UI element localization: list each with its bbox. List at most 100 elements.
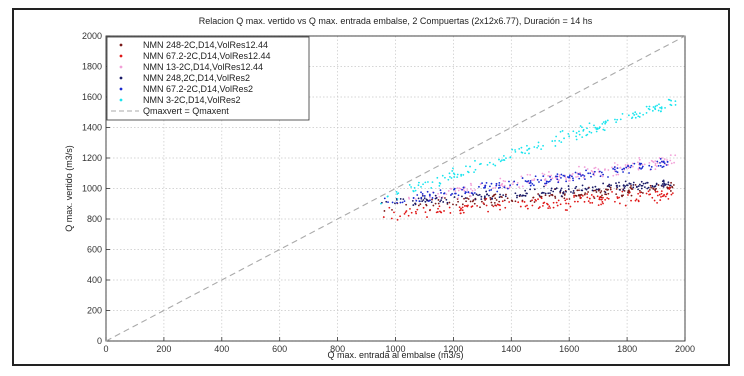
series-5-point bbox=[413, 186, 416, 189]
x-tick-label: 200 bbox=[156, 344, 171, 354]
series-4-point bbox=[426, 190, 429, 193]
series-2-point bbox=[611, 166, 613, 169]
series-0-point bbox=[609, 188, 612, 191]
legend-marker bbox=[119, 65, 123, 69]
series-3-point bbox=[594, 185, 597, 188]
series-3-point bbox=[615, 184, 618, 187]
series-1-point bbox=[547, 207, 550, 210]
series-2-point bbox=[449, 187, 452, 190]
series-0-point bbox=[599, 191, 602, 194]
series-4-point bbox=[540, 179, 543, 182]
series-2-point bbox=[499, 177, 502, 180]
series-2-point bbox=[643, 163, 646, 166]
series-1-point bbox=[587, 200, 590, 203]
series-0-point bbox=[598, 189, 600, 192]
series-2-point bbox=[564, 176, 567, 179]
series-2-point bbox=[641, 163, 644, 166]
series-1-point bbox=[404, 211, 407, 214]
series-3-point bbox=[549, 192, 551, 195]
series-1-point bbox=[540, 197, 543, 200]
series-2-point bbox=[504, 180, 507, 183]
series-4-point bbox=[623, 167, 626, 170]
series-2-point bbox=[503, 184, 506, 187]
series-0-point bbox=[638, 189, 641, 192]
series-2-point bbox=[466, 189, 469, 191]
series-5-point bbox=[586, 133, 589, 136]
series-4-point bbox=[549, 175, 551, 178]
series-5-point bbox=[668, 99, 671, 101]
series-2-point bbox=[590, 169, 593, 172]
y-tick-label: 800 bbox=[87, 214, 102, 224]
series-0-point bbox=[655, 187, 657, 190]
series-5-point bbox=[452, 172, 455, 175]
series-1-point bbox=[531, 199, 533, 202]
series-5-point bbox=[654, 105, 657, 108]
series-0-point bbox=[417, 204, 420, 207]
series-4-point bbox=[416, 194, 419, 196]
series-5-point bbox=[586, 127, 588, 130]
series-3-point bbox=[502, 194, 505, 196]
series-2-point bbox=[632, 165, 634, 168]
series-3-point bbox=[485, 190, 488, 193]
series-2-point bbox=[544, 179, 547, 182]
series-5-point bbox=[397, 192, 400, 195]
series-4-point bbox=[659, 158, 662, 160]
series-4-point bbox=[560, 176, 562, 179]
series-2-point bbox=[612, 174, 615, 177]
x-tick-label: 0 bbox=[103, 344, 108, 354]
series-1-point bbox=[461, 209, 464, 212]
series-3-point bbox=[574, 187, 577, 190]
series-5-point bbox=[486, 163, 489, 166]
series-4-point bbox=[542, 175, 545, 178]
series-3-point bbox=[640, 180, 643, 183]
series-2-point bbox=[543, 173, 546, 176]
series-5-point bbox=[659, 106, 661, 109]
series-1-point bbox=[621, 190, 624, 193]
series-1-point bbox=[664, 195, 667, 198]
series-2-point bbox=[454, 190, 457, 192]
x-tick-label: 600 bbox=[272, 344, 287, 354]
series-0-point bbox=[465, 200, 468, 203]
series-2-point bbox=[594, 166, 597, 169]
series-4-point bbox=[383, 197, 386, 200]
series-1-point bbox=[559, 203, 562, 206]
series-4-point bbox=[630, 164, 633, 167]
series-3-point bbox=[488, 194, 490, 197]
series-0-point bbox=[455, 203, 458, 206]
series-4-point bbox=[572, 177, 574, 180]
series-3-point bbox=[572, 190, 575, 192]
series-4-point bbox=[628, 172, 630, 174]
series-0-point bbox=[548, 195, 551, 197]
series-4-point bbox=[650, 166, 653, 168]
series-4-point bbox=[516, 183, 519, 186]
series-5-point bbox=[453, 176, 456, 178]
series-4-point bbox=[443, 192, 446, 195]
series-0-point bbox=[405, 203, 408, 206]
series-4-point bbox=[616, 171, 619, 174]
series-5-point bbox=[501, 159, 503, 162]
series-1-point bbox=[564, 209, 567, 211]
legend-marker bbox=[119, 98, 123, 102]
series-0-point bbox=[575, 195, 578, 197]
series-4-point bbox=[581, 174, 584, 176]
series-5-point bbox=[528, 147, 531, 150]
series-3-point bbox=[632, 184, 635, 186]
series-5-point bbox=[647, 107, 650, 110]
series-5-point bbox=[674, 100, 677, 103]
series-3-point bbox=[616, 186, 619, 189]
series-5-point bbox=[526, 144, 528, 147]
series-0-point bbox=[383, 210, 386, 212]
series-0-point bbox=[437, 202, 440, 205]
series-3-point bbox=[602, 182, 605, 185]
series-1-point bbox=[659, 199, 662, 201]
series-4-point bbox=[659, 164, 662, 167]
series-2-point bbox=[456, 187, 459, 189]
series-1-point bbox=[583, 200, 586, 203]
series-0-point bbox=[529, 200, 532, 203]
series-5-point bbox=[656, 104, 658, 107]
series-5-point bbox=[593, 124, 595, 127]
series-0-point bbox=[505, 193, 507, 196]
series-4-point bbox=[545, 180, 548, 183]
series-5-point bbox=[439, 182, 442, 185]
series-5-point bbox=[630, 117, 633, 120]
